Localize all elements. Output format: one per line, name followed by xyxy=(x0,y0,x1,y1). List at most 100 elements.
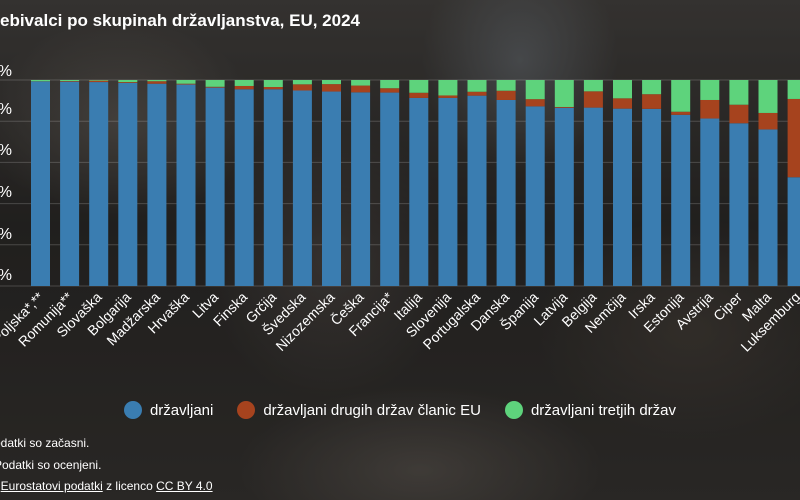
bar-segment-nationals xyxy=(263,89,283,287)
bar-segment-nationals xyxy=(409,97,429,286)
bar-segment-third-country xyxy=(583,80,603,92)
legend-swatch-third-country xyxy=(504,401,523,419)
bar-segment-other-eu xyxy=(525,99,545,107)
category-label: Ciper xyxy=(710,289,745,324)
bar-segment-other-eu xyxy=(496,90,516,100)
bar-segment-third-country xyxy=(351,80,371,86)
bar-segment-other-eu xyxy=(758,112,778,130)
bar-segment-other-eu xyxy=(205,86,225,88)
legend-label-third-country: državljani tretjih držav xyxy=(530,401,677,419)
legend-item-nationals: državljani xyxy=(123,401,214,419)
y-tick-label: % xyxy=(0,102,12,118)
bar-segment-nationals xyxy=(292,90,312,286)
footnote-provisional: odatki so začasni. xyxy=(0,436,90,450)
bar-segment-third-country xyxy=(234,80,254,86)
bar-segment-third-country xyxy=(525,80,545,100)
legend-swatch-nationals xyxy=(123,401,142,419)
bar-segment-other-eu xyxy=(729,104,749,124)
bar-segment-other-eu xyxy=(147,81,167,84)
bar-segment-nationals xyxy=(671,114,691,287)
legend-label-other-eu: državljani drugih držav članic EU xyxy=(263,401,481,419)
bar-segment-nationals xyxy=(205,87,225,286)
bar-segment-other-eu xyxy=(351,85,371,93)
legend-item-other-eu: državljani drugih držav članic EU xyxy=(237,401,481,419)
bar-segment-other-eu xyxy=(176,83,196,85)
bar-segment-other-eu xyxy=(234,85,254,90)
bar-segment-other-eu xyxy=(554,106,574,108)
bar-segment-nationals xyxy=(176,84,196,286)
bar-segment-nationals xyxy=(380,92,400,286)
bar-segment-nationals xyxy=(234,89,254,287)
chart-title: ebivalci po skupinah državljanstva, EU, … xyxy=(0,11,360,30)
footnote-estimated: Podatki so ocenjeni. xyxy=(0,458,102,472)
y-tick-label: % xyxy=(0,64,12,80)
bar-segment-third-country xyxy=(263,80,283,88)
bar-segment-other-eu xyxy=(292,84,312,91)
bar-segment-third-country xyxy=(642,80,662,95)
eurostat-data-link[interactable]: Eurostatovi podatki xyxy=(0,479,103,493)
legend-item-third-country: državljani tretjih držav xyxy=(504,401,677,419)
bar-segment-nationals xyxy=(700,118,720,286)
bar-segment-other-eu xyxy=(118,82,138,83)
bar-segment-third-country xyxy=(60,80,80,82)
bar-segment-other-eu xyxy=(380,88,400,93)
bar-segment-third-country xyxy=(554,80,574,107)
bar-segment-other-eu xyxy=(583,91,603,108)
bar-segment-third-country xyxy=(322,80,341,85)
bar-segment-nationals xyxy=(642,108,662,286)
bar-segment-nationals xyxy=(438,97,458,286)
bar-segment-nationals xyxy=(496,99,516,287)
bar-segment-other-eu xyxy=(642,94,662,109)
bar-segment-third-country xyxy=(118,80,138,83)
category-label: Finska xyxy=(210,289,251,330)
bar-segment-nationals xyxy=(729,123,749,286)
bar-segment-other-eu xyxy=(60,81,80,82)
bar-segment-nationals xyxy=(147,83,167,286)
bar-segment-third-country xyxy=(700,80,720,100)
bar-segment-nationals xyxy=(322,91,341,286)
bar-segment-third-country xyxy=(292,80,312,85)
bar-segment-third-country xyxy=(89,80,109,81)
bar-segment-third-country xyxy=(31,80,50,82)
bar-segment-other-eu xyxy=(467,91,487,96)
bar-segment-nationals xyxy=(758,129,778,286)
bar-segment-nationals xyxy=(787,177,800,286)
bar-segment-nationals xyxy=(467,95,487,286)
bar-segment-nationals xyxy=(89,82,109,286)
bar-segment-third-country xyxy=(380,80,400,89)
bar-segment-other-eu xyxy=(322,84,341,92)
legend-swatch-other-eu xyxy=(237,401,256,419)
bar-segment-nationals xyxy=(60,81,80,286)
bar-segment-third-country xyxy=(758,80,778,113)
bar-segment-other-eu xyxy=(671,111,691,115)
bar-segment-nationals xyxy=(31,81,50,286)
legend: državljani državljani drugih držav člani… xyxy=(0,401,800,419)
bar-segment-third-country xyxy=(409,80,429,93)
bar-segment-other-eu xyxy=(787,98,800,178)
y-tick-label: % xyxy=(0,227,12,243)
bar-segment-third-country xyxy=(496,80,516,91)
bar-segment-nationals xyxy=(554,107,574,286)
bar-segment-third-country xyxy=(787,80,800,99)
bar-segment-nationals xyxy=(351,92,371,286)
bar-segment-other-eu xyxy=(89,80,109,83)
bar-segment-third-country xyxy=(147,80,167,82)
bar-segment-nationals xyxy=(583,107,603,286)
bar-segment-nationals xyxy=(613,108,632,286)
bar-segment-third-country xyxy=(729,80,749,105)
bar-segment-third-country xyxy=(613,80,632,99)
bar-segment-other-eu xyxy=(700,99,720,119)
license-link[interactable]: CC BY 4.0 xyxy=(156,479,213,493)
bar-segment-third-country xyxy=(438,80,458,96)
bar-segment-third-country xyxy=(205,80,225,87)
source-mid: z licenco xyxy=(102,479,157,493)
legend-label-nationals: državljani xyxy=(149,401,214,419)
bar-segment-other-eu xyxy=(613,98,632,109)
y-tick-label: % xyxy=(0,143,12,159)
footnote-source: : Eurostatovi podatki z licenco CC BY 4.… xyxy=(0,479,213,493)
bar-segment-other-eu xyxy=(263,87,283,90)
y-tick-label: 0% xyxy=(0,268,12,284)
bar-segment-third-country xyxy=(467,80,487,92)
y-tick-label: % xyxy=(0,185,12,201)
